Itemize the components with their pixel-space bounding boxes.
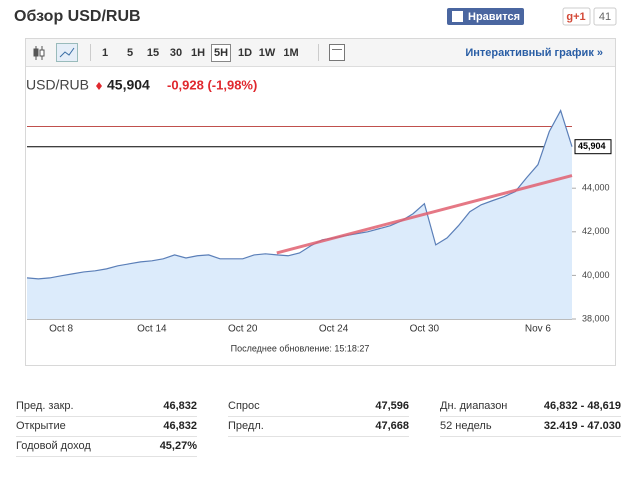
stat-value: 45,27%	[160, 440, 198, 452]
icon-part	[33, 48, 39, 57]
title: Обзор USD/RUB	[14, 8, 141, 25]
x-tick-label: Oct 8	[49, 324, 73, 335]
like-button[interactable]	[447, 8, 524, 25]
interval-button[interactable]: 1H	[191, 47, 205, 59]
gplus-count: 41	[599, 11, 611, 23]
like-label: Нравится	[468, 11, 520, 23]
stat-label: Открытие	[16, 420, 66, 432]
interval-button[interactable]: 5	[127, 47, 133, 59]
y-tick-label: 40,000	[582, 270, 610, 280]
toolbar	[26, 39, 615, 66]
interactive-link[interactable]: Интерактивный график »	[465, 47, 603, 59]
stat-value: 46,832 - 48,619	[544, 400, 621, 412]
line	[26, 109, 573, 280]
x-tick-label: Nov 6	[525, 324, 552, 335]
interval-button[interactable]: 5H	[214, 47, 228, 59]
stat-value: 46,832	[163, 420, 197, 432]
icon-part	[39, 49, 45, 57]
x-tick-label: Oct 20	[228, 324, 258, 335]
gplus-count-box	[593, 7, 617, 26]
interval-button[interactable]: 1W	[259, 47, 276, 59]
stat-label: Пред. закр.	[16, 400, 74, 412]
y-tick-label: 42,000	[582, 226, 610, 236]
interval-button[interactable]: 1	[102, 47, 108, 59]
stats: Пред. закр. 46,832 Спрос 47,596 Дн. диапазон…	[16, 400, 621, 457]
x-tick-label: Oct 14	[137, 324, 167, 335]
last-price-box	[574, 139, 612, 155]
quote-symbol: USD/RUB	[26, 77, 89, 93]
updated: Последнее обновление: 15:18:27	[231, 343, 370, 353]
trend-line	[276, 174, 573, 255]
stat-value: 47,668	[375, 420, 409, 432]
stat-label: Годовой доход	[16, 440, 91, 452]
interval-selected	[211, 44, 231, 62]
down-marker	[96, 82, 102, 90]
gplus-label: g+1	[566, 11, 585, 23]
settings-icon[interactable]	[329, 44, 345, 61]
interval-button[interactable]: 15	[147, 47, 159, 59]
stat-value: 32.419 - 47.030	[544, 420, 621, 432]
stat-label: 52 недель	[440, 420, 492, 432]
candle-icon[interactable]	[33, 46, 45, 60]
x-tick-label: Oct 24	[319, 324, 349, 335]
fb-icon	[452, 11, 463, 22]
x-tick-label: Oct 30	[410, 324, 440, 335]
y-tick-label: 44,000	[582, 183, 610, 193]
interval-button[interactable]: 1D	[238, 47, 252, 59]
line-icon[interactable]	[56, 43, 78, 62]
quote-price: 45,904	[107, 77, 150, 93]
stat-label: Спрос	[228, 400, 260, 412]
stat-label: Дн. диапазон	[440, 400, 507, 412]
gplus-button[interactable]	[562, 7, 591, 26]
stat-value: 46,832	[163, 400, 197, 412]
quote-change: -0,928 (-1,98%)	[167, 77, 257, 92]
icon-part	[59, 47, 75, 58]
plot: 38,00040,00042,00044,000Investing.com45,…	[26, 109, 612, 335]
interval-button[interactable]: 30	[170, 47, 182, 59]
last-price-label: 45,904	[578, 141, 606, 151]
stat-value: 47,596	[375, 400, 409, 412]
y-tick-label: 38,000	[582, 313, 610, 323]
stat-label: Предл.	[228, 420, 264, 432]
interval-button[interactable]: 1M	[283, 47, 298, 59]
area	[27, 110, 572, 319]
